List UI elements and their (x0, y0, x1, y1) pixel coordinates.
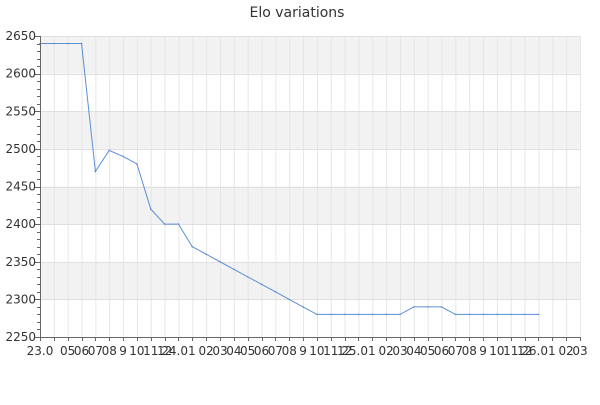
x-tick-label: 9 (119, 344, 127, 358)
data-point (53, 42, 55, 45)
data-point (371, 313, 374, 316)
data-point (426, 306, 429, 308)
x-tick-label: 12 (517, 344, 532, 358)
x-tick-label: 04 (406, 344, 421, 358)
background-band (40, 186, 580, 225)
x-tick-label: 08 (462, 344, 477, 358)
x-tick-label: 04 (226, 344, 241, 358)
x-tick-label: 03 (392, 344, 407, 358)
y-tick-label: 2550 (5, 104, 36, 118)
data-point (329, 313, 332, 316)
data-point (316, 313, 318, 316)
data-point (496, 313, 498, 316)
background-band (40, 261, 580, 300)
x-tick-label: 11 (143, 344, 158, 358)
data-point (274, 291, 277, 293)
y-tick-label: 2400 (5, 217, 36, 231)
x-tick-label: 06 (254, 344, 269, 358)
data-point (399, 313, 401, 316)
x-tick-label: 06 (434, 344, 449, 358)
x-tick-label: 02 (199, 344, 214, 358)
y-tick-label: 2350 (5, 255, 36, 269)
background-band (40, 148, 580, 187)
data-point (177, 223, 180, 225)
x-tick-label: 11 (323, 344, 338, 358)
x-tick-label: 02 (559, 344, 574, 358)
data-point (385, 313, 387, 316)
data-point (302, 306, 304, 308)
x-tick-label: 10 (129, 344, 144, 358)
x-tick-label: 02 (379, 344, 394, 358)
data-point (205, 253, 207, 256)
data-point (482, 313, 484, 316)
data-point (343, 313, 346, 316)
data-point (357, 313, 360, 316)
x-tick-label: 03 (212, 344, 227, 358)
data-point (246, 276, 249, 278)
background-band (40, 73, 580, 112)
background-band (40, 299, 580, 337)
data-point (509, 313, 512, 316)
axes (40, 36, 580, 338)
y-tick-label: 2600 (5, 67, 36, 81)
chart-title: Elo variations (250, 5, 345, 21)
x-tick-label: 07 (88, 344, 103, 358)
data-point (440, 306, 443, 308)
x-tick-label: 07 (268, 344, 283, 358)
data-point (537, 313, 540, 316)
y-axis-ticks: 2250 2300 2350 2400 2450 2500 2550 2600 2650 (5, 29, 40, 344)
data-point (233, 268, 235, 271)
data-point (163, 223, 166, 225)
data-point (288, 298, 291, 301)
x-tick-label: 25.01 (341, 344, 375, 358)
x-tick-label: 03 (572, 344, 587, 358)
data-point (413, 306, 415, 308)
series-layer (39, 42, 540, 316)
x-tick-label: 05 (60, 344, 75, 358)
data-point (454, 313, 457, 316)
x-tick-label: 08 (102, 344, 117, 358)
y-tick-label: 2300 (5, 292, 36, 306)
x-tick-label: 05 (240, 344, 255, 358)
x-tick-label: 10 (489, 344, 504, 358)
data-point (219, 260, 221, 263)
data-point (260, 283, 263, 286)
x-tick-label: 24.01 (161, 344, 195, 358)
data-point (94, 170, 97, 173)
x-tick-label: 11 (503, 344, 518, 358)
data-point (66, 42, 69, 45)
x-tick-label: 10 (309, 344, 324, 358)
x-tick-label: 08 (282, 344, 297, 358)
grid-lines (40, 36, 581, 338)
data-point (80, 42, 83, 45)
background-band (40, 36, 580, 74)
x-tick-label: 06 (74, 344, 89, 358)
background-band (40, 111, 580, 149)
data-point (136, 163, 138, 165)
y-tick-label: 2450 (5, 180, 36, 194)
y-tick-label: 2650 (5, 29, 36, 43)
x-tick-label: 9 (479, 344, 487, 358)
x-tick-label: 12 (337, 344, 352, 358)
x-tick-label: 9 (299, 344, 307, 358)
data-point (149, 208, 152, 210)
x-tick-label: 23.0 (27, 344, 54, 358)
y-tick-label: 2250 (5, 330, 36, 344)
data-point (523, 313, 526, 316)
background-band (40, 224, 580, 262)
x-tick-label: 05 (420, 344, 435, 358)
x-tick-label: 26.01 (521, 344, 555, 358)
data-point (468, 313, 471, 316)
x-tick-label: 07 (448, 344, 463, 358)
background-bands (40, 36, 580, 337)
x-tick-label: 12 (157, 344, 172, 358)
y-tick-label: 2500 (5, 142, 36, 156)
data-point (108, 149, 111, 152)
data-point (122, 155, 124, 158)
data-point (191, 245, 194, 248)
